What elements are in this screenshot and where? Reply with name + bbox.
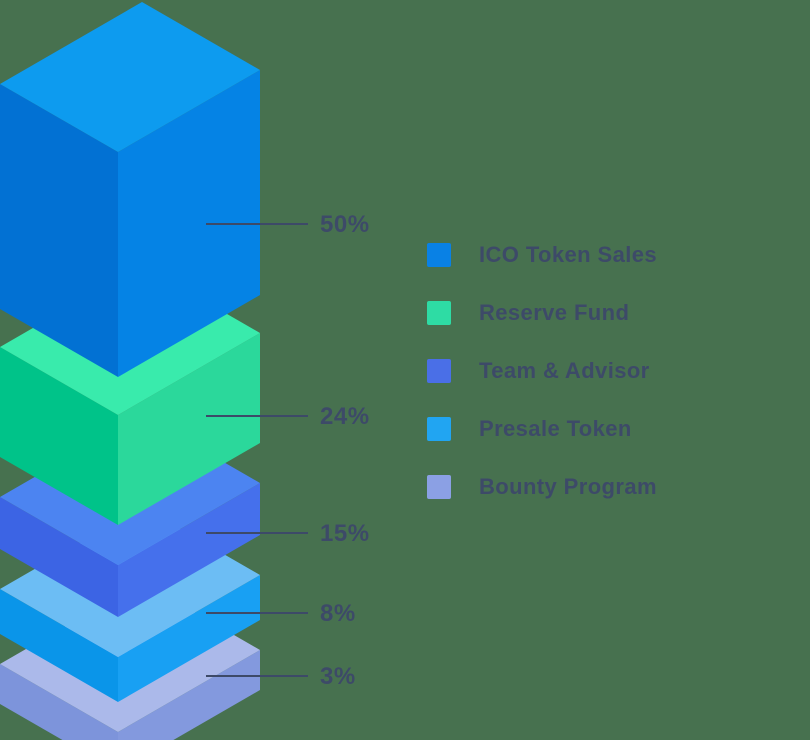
legend-label-reserve-fund: Reserve Fund <box>479 300 630 325</box>
legend-swatch-presale-token <box>427 417 451 441</box>
box-bounty-program-right-face <box>118 650 260 740</box>
callout-value-team-advisor: 15% <box>320 520 370 547</box>
box-reserve-fund-right-face <box>118 333 260 525</box>
callouts: 50% 24% 15% 8% 3% <box>206 211 370 690</box>
legend-swatch-team-advisor <box>427 359 451 383</box>
box-ico-token-sales-right-face <box>118 70 260 377</box>
legend-item-ico-token-sales: ICO Token Sales <box>427 242 657 267</box>
legend-swatch-reserve-fund <box>427 301 451 325</box>
legend-item-presale-token: Presale Token <box>427 416 657 441</box>
legend-label-presale-token: Presale Token <box>479 416 632 441</box>
box-bounty-program-left-face <box>0 664 118 740</box>
callout-value-presale-token: 8% <box>320 600 356 627</box>
legend-label-team-advisor: Team & Advisor <box>479 358 650 383</box>
legend-label-bounty-program: Bounty Program <box>479 474 657 499</box>
legend-item-reserve-fund: Reserve Fund <box>427 300 657 325</box>
legend-swatch-bounty-program <box>427 475 451 499</box>
callout-value-bounty-program: 3% <box>320 663 356 690</box>
box-presale-token-right-face <box>118 575 260 702</box>
iso-stack <box>0 2 260 740</box>
callout-value-reserve-fund: 24% <box>320 403 370 430</box>
legend-swatch-ico-token-sales <box>427 243 451 267</box>
legend-item-team-advisor: Team & Advisor <box>427 358 657 383</box>
legend-item-bounty-program: Bounty Program <box>427 474 657 499</box>
legend: ICO Token Sales Reserve Fund Team & Advi… <box>427 242 657 499</box>
callout-value-ico-token-sales: 50% <box>320 211 370 238</box>
box-presale-token-left-face <box>0 589 118 702</box>
box-ico-token-sales-top-face <box>0 2 260 152</box>
legend-label-ico-token-sales: ICO Token Sales <box>479 242 657 267</box>
box-ico-token-sales-left-face <box>0 84 118 377</box>
box-reserve-fund-left-face <box>0 347 118 525</box>
box-team-advisor-right-face <box>118 483 260 617</box>
box-team-advisor-left-face <box>0 497 118 617</box>
